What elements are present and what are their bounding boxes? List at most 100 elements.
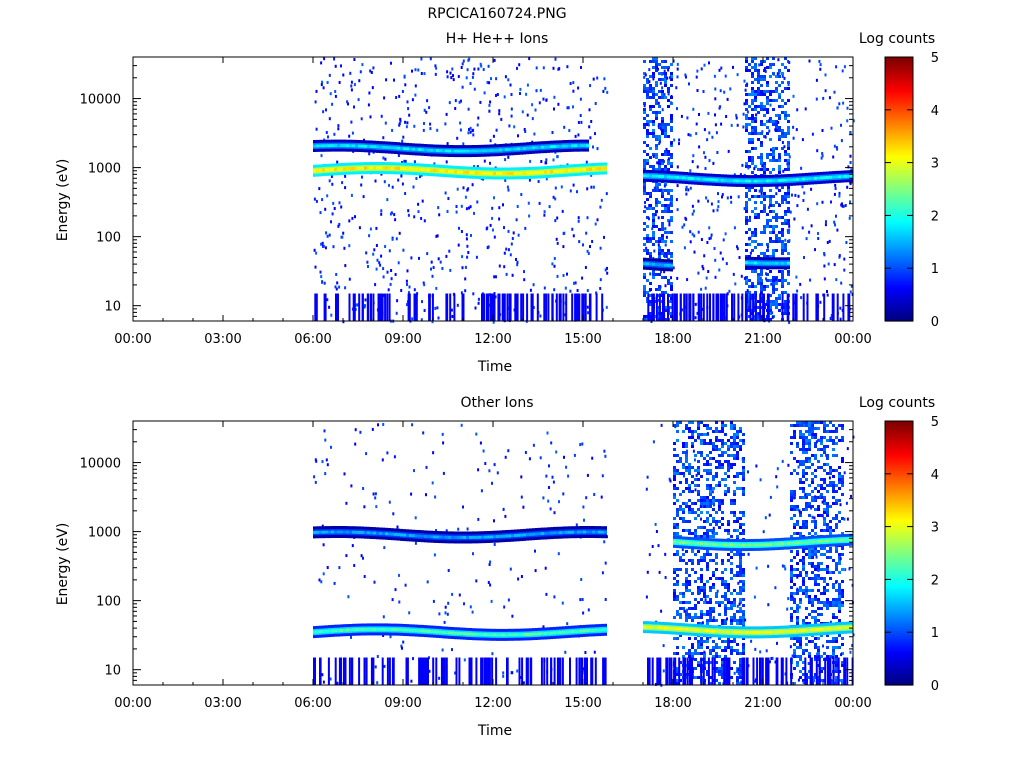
band-core	[469, 171, 472, 175]
dense-cell	[673, 571, 676, 574]
dense-cell	[682, 466, 685, 469]
scatter-cell	[406, 303, 408, 307]
scatter-cell	[686, 278, 689, 282]
dense-cell	[841, 478, 844, 481]
scatter-cell	[704, 155, 707, 159]
scatter-cell	[321, 280, 324, 284]
dense-cell	[772, 90, 775, 93]
dense-cell	[820, 442, 823, 445]
scatter-cell	[586, 187, 589, 191]
dense-cell	[739, 526, 742, 529]
scatter-cell	[326, 234, 329, 238]
dense-cell	[829, 481, 832, 484]
dense-cell	[730, 649, 733, 652]
dense-cell	[736, 487, 739, 490]
dense-cell	[676, 670, 679, 673]
band-core	[337, 167, 340, 171]
dense-cell	[676, 514, 679, 517]
dense-cell	[649, 303, 652, 306]
scatter-cell	[516, 260, 519, 264]
dense-cell	[817, 658, 820, 661]
scatter-cell	[369, 69, 372, 73]
dense-cell	[760, 186, 763, 189]
scatter-cell	[783, 221, 786, 225]
scatter-cell	[839, 317, 842, 321]
dense-cell	[718, 637, 721, 640]
dense-cell	[643, 162, 646, 165]
scatter-cell	[466, 244, 469, 248]
scatter-cell	[503, 95, 506, 99]
band-core	[478, 171, 481, 175]
dense-cell	[649, 132, 652, 135]
scatter-cell	[465, 207, 468, 211]
low-energy-tick	[380, 293, 383, 321]
dense-cell	[766, 81, 769, 84]
scatter-cell	[586, 249, 589, 253]
scatter-cell	[545, 177, 548, 181]
dense-cell	[706, 520, 709, 523]
scatter-cell	[375, 267, 378, 271]
dense-cell	[826, 601, 829, 604]
dense-cell	[673, 469, 676, 472]
dense-cell	[652, 105, 655, 108]
dense-cell	[814, 568, 817, 571]
scatter-cell	[402, 135, 405, 139]
dense-cell	[667, 87, 670, 90]
dense-cell	[736, 520, 739, 523]
dense-cell	[727, 487, 730, 490]
band-core	[361, 144, 364, 148]
dense-cell	[700, 598, 703, 601]
dense-cell	[754, 291, 757, 294]
dense-cell	[745, 249, 748, 252]
dense-cell	[670, 255, 673, 258]
dense-cell	[709, 487, 712, 490]
dense-cell	[787, 210, 790, 213]
dense-cell	[766, 108, 769, 111]
dense-cell	[805, 493, 808, 496]
band-core	[322, 144, 325, 148]
dense-cell	[760, 93, 763, 96]
scatter-cell	[523, 270, 525, 274]
band-core	[487, 171, 490, 175]
scatter-cell	[681, 308, 684, 312]
scatter-cell	[439, 260, 442, 264]
scatter-cell	[817, 237, 820, 240]
scatter-cell	[648, 80, 651, 84]
dense-cell	[748, 93, 751, 96]
scatter-cell	[586, 289, 589, 292]
dense-cell	[775, 288, 778, 291]
dense-cell	[709, 610, 712, 613]
dense-cell	[664, 168, 667, 171]
scatter-cell	[689, 186, 692, 190]
dense-cell	[718, 577, 721, 580]
low-energy-tick	[759, 293, 762, 321]
dense-cell	[721, 649, 724, 652]
dense-cell	[655, 111, 658, 114]
dense-cell	[697, 493, 700, 496]
scatter-cell	[783, 145, 786, 149]
dense-cell	[712, 535, 715, 538]
band-core	[604, 167, 607, 170]
scatter-cell	[418, 256, 420, 260]
scatter-cell	[548, 205, 551, 209]
dense-cell	[670, 315, 673, 318]
band-core	[325, 144, 328, 148]
dense-cell	[736, 622, 739, 625]
dense-cell	[829, 439, 832, 442]
scatter-cell	[496, 93, 499, 96]
dense-cell	[808, 670, 811, 673]
scatter-cell	[466, 68, 469, 72]
scatter-cell	[719, 251, 722, 255]
low-energy-tick	[490, 293, 493, 321]
dense-cell	[769, 93, 772, 96]
band-core	[376, 145, 379, 149]
dense-cell	[781, 216, 784, 219]
dense-cell	[643, 117, 646, 120]
dense-cell	[739, 571, 742, 574]
dense-cell	[841, 484, 844, 487]
dense-cell	[664, 255, 667, 258]
scatter-cell	[542, 97, 545, 101]
dense-cell	[787, 195, 790, 198]
colorbar-segment	[885, 253, 913, 256]
low-energy-tick	[763, 293, 765, 321]
